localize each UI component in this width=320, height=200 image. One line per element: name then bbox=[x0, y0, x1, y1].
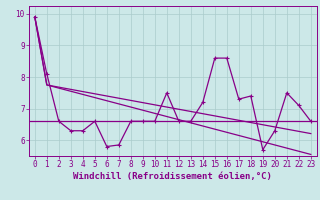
X-axis label: Windchill (Refroidissement éolien,°C): Windchill (Refroidissement éolien,°C) bbox=[73, 172, 272, 181]
